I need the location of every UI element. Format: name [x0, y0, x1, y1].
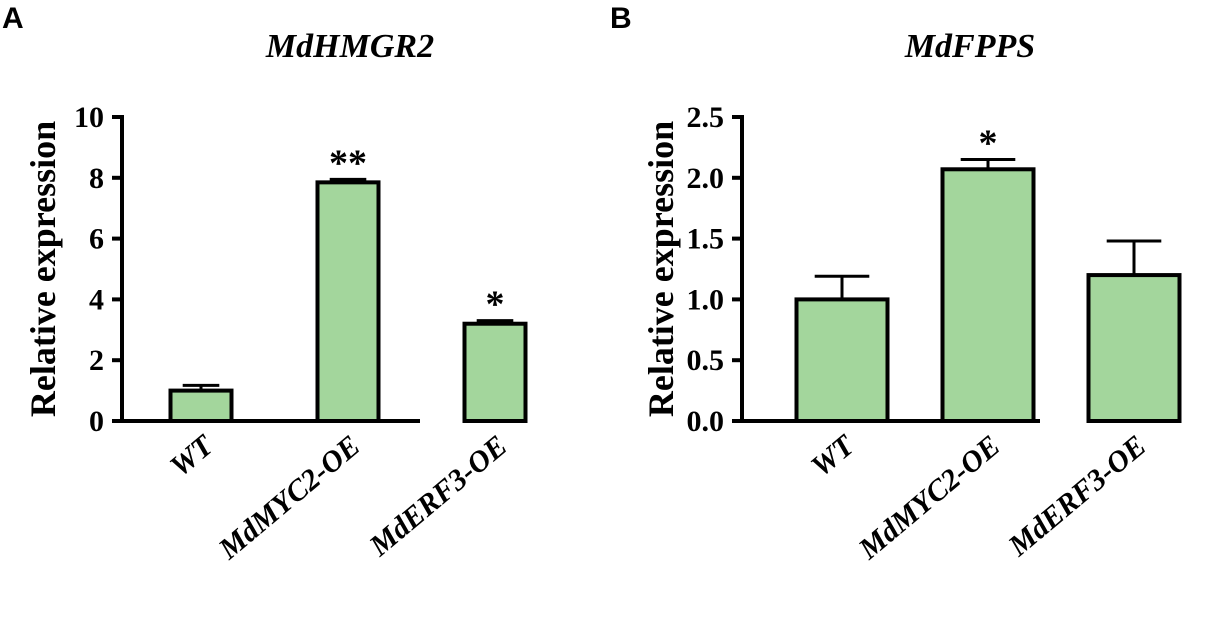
y-tick-label: 6	[89, 223, 104, 256]
y-tick-label: 0.5	[687, 344, 725, 377]
y-tick-label: 2.0	[687, 162, 725, 195]
y-tick-label: 4	[89, 283, 104, 316]
bar	[168, 388, 234, 424]
bar	[462, 321, 528, 423]
x-tick-label: WT	[805, 428, 862, 483]
y-tick-label: 0.0	[687, 405, 725, 438]
panel-letter-b: B	[610, 2, 632, 35]
y-tick-label: 0	[89, 405, 104, 438]
y-tick-label: 10	[74, 101, 104, 134]
bar	[940, 167, 1036, 423]
bar	[1086, 273, 1182, 423]
bar	[794, 297, 890, 423]
x-tick-label: WT	[164, 428, 221, 483]
x-tick-label: MdERF3-OE	[363, 429, 514, 563]
y-axis-label: Relative expression	[23, 121, 63, 417]
y-tick-label: 8	[89, 162, 104, 195]
panel-letter-a: A	[2, 2, 24, 35]
y-axis-label: Relative expression	[641, 121, 681, 417]
y-tick-label: 2.5	[687, 101, 725, 134]
chart-title-b: MdFPPS	[904, 28, 1036, 65]
x-tick-label: MdERF3-OE	[1002, 429, 1153, 563]
significance-label: **	[329, 142, 367, 184]
chart-title-a: MdHMGR2	[265, 28, 435, 65]
y-tick-label: 1.5	[687, 223, 725, 256]
y-tick-label: 2	[89, 344, 104, 377]
x-tick-label: MdMYC2-OE	[212, 429, 367, 566]
significance-label: *	[979, 123, 998, 165]
x-tick-label: MdMYC2-OE	[852, 429, 1007, 566]
bar	[315, 180, 381, 423]
significance-label: *	[486, 284, 505, 326]
chart-panel-a: 0 2 4 6 8 10 Relative expression WT ** MdMYC2-OE *…	[23, 101, 528, 566]
y-tick-label: 1.0	[687, 283, 725, 316]
